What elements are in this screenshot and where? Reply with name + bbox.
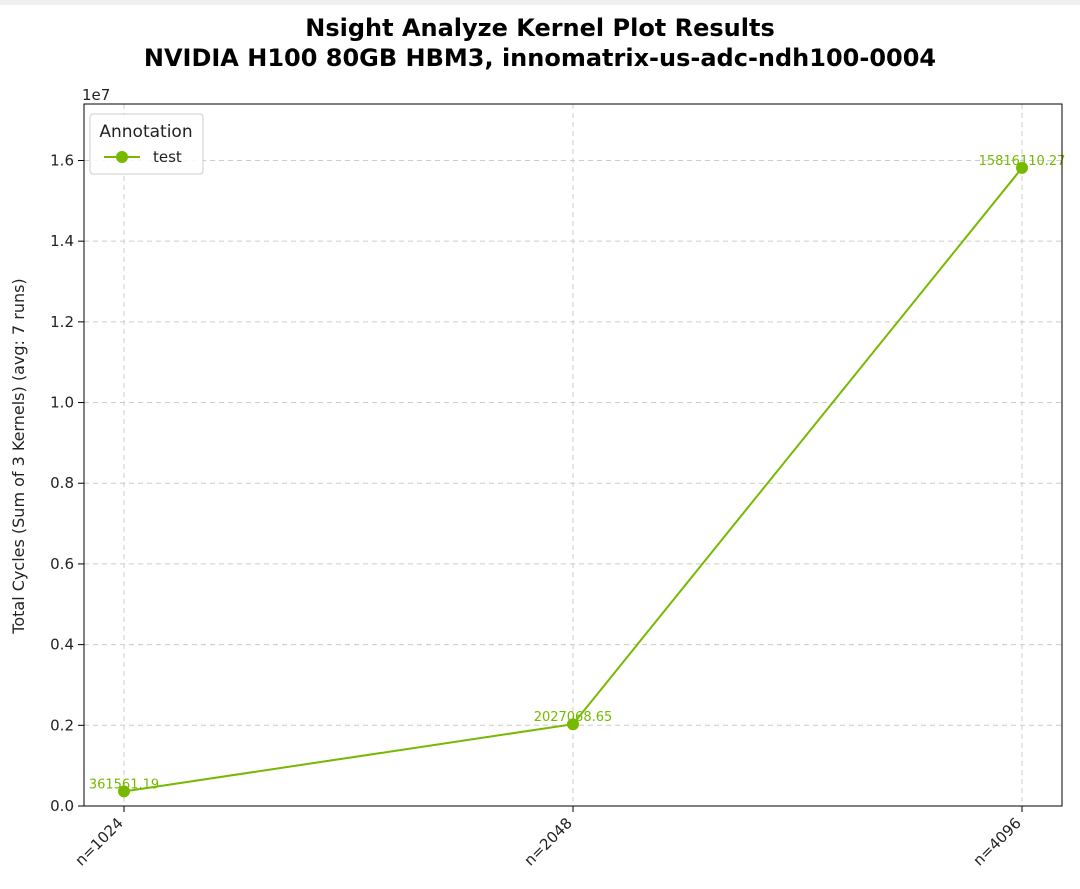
y-axis-offset-label: 1e7 bbox=[82, 86, 110, 104]
y-tick-label: 0.4 bbox=[50, 636, 74, 654]
chart-title-line1: Nsight Analyze Kernel Plot Results bbox=[305, 14, 775, 42]
y-tick-label: 0.6 bbox=[50, 555, 74, 573]
legend: Annotation test bbox=[89, 113, 204, 175]
x-tick-label: n=2048 bbox=[520, 814, 575, 869]
y-tick-label: 1.6 bbox=[50, 151, 74, 169]
data-label: 15816110.27 bbox=[979, 154, 1066, 169]
data-label: 361561.19 bbox=[89, 777, 159, 792]
series-layer: 361561.19 2027068.65 15816110.27 bbox=[89, 154, 1066, 798]
x-tick-label: n=1024 bbox=[71, 814, 126, 869]
window-top-strip bbox=[0, 0, 1080, 5]
y-axis-label: Total Cycles (Sum of 3 Kernels) (avg: 7 … bbox=[9, 278, 28, 634]
legend-title: Annotation bbox=[99, 122, 192, 142]
data-point bbox=[1016, 161, 1028, 174]
y-tick-label: 0.2 bbox=[50, 716, 74, 734]
ticks: 0.0 0.2 0.4 0.6 0.8 1.0 1.2 1.4 1.6 n=1024 n=2048 n… bbox=[50, 151, 1025, 869]
data-point bbox=[118, 785, 130, 798]
grid-lines bbox=[84, 104, 1062, 807]
legend-entry-label: test bbox=[153, 148, 182, 166]
y-tick-label: 0.0 bbox=[50, 797, 74, 815]
y-tick-label: 1.2 bbox=[50, 313, 74, 331]
y-tick-label: 0.8 bbox=[50, 474, 74, 492]
data-label: 2027068.65 bbox=[534, 710, 613, 725]
chart-title-line2: NVIDIA H100 80GB HBM3, innomatrix-us-adc… bbox=[144, 44, 936, 72]
y-tick-label: 1.4 bbox=[50, 232, 74, 250]
data-point bbox=[567, 718, 579, 731]
x-tick-label: n=4096 bbox=[969, 814, 1024, 869]
y-tick-label: 1.0 bbox=[50, 394, 74, 412]
legend-marker bbox=[116, 151, 128, 163]
